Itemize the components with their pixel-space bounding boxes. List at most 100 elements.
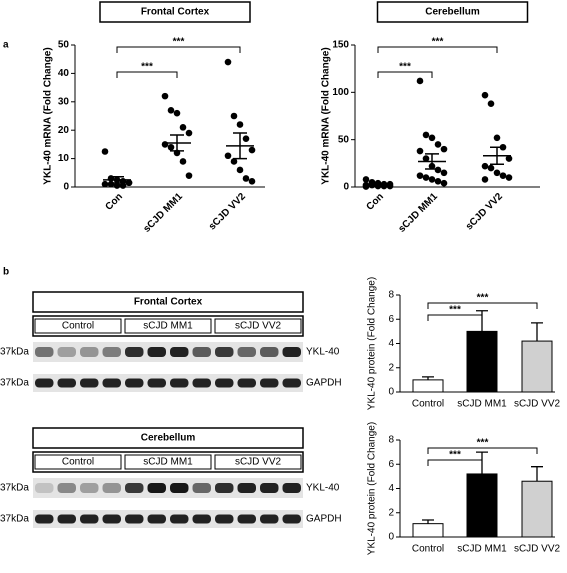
blot-band [170, 483, 189, 493]
error-bar [490, 146, 504, 166]
data-point [481, 91, 489, 99]
x-tick-label: sCJD MM1 [141, 191, 185, 235]
data-point [107, 180, 115, 188]
significance-label: *** [173, 37, 185, 48]
blot-band [35, 483, 54, 493]
bar [412, 379, 444, 393]
data-point [167, 107, 175, 114]
data-point [481, 162, 489, 170]
blot-band [282, 347, 301, 357]
significance-label: *** [399, 62, 411, 73]
blot-band [57, 347, 76, 357]
data-point [248, 178, 256, 185]
data-point [434, 178, 442, 185]
group-box [32, 451, 304, 473]
y-tick-label: 4 [388, 338, 394, 349]
x-tick-label: sCJD VV2 [514, 544, 561, 555]
protein-label: GAPDH [306, 514, 342, 525]
y-tick-label: 4 [388, 483, 394, 494]
blot-band [102, 514, 121, 524]
group-label: sCJD MM1 [143, 321, 193, 332]
blot-band [192, 378, 211, 388]
data-point [230, 112, 238, 120]
blot-band [215, 347, 234, 357]
error-bar [531, 322, 543, 342]
group-label: Control [62, 321, 94, 332]
blot-band [80, 347, 99, 357]
blot-band [125, 347, 144, 357]
data-point [101, 148, 109, 155]
blot-band [260, 514, 279, 524]
blot-band [57, 514, 76, 524]
significance-bracket [427, 314, 483, 321]
x-tick-label: sCJD VV2 [464, 191, 505, 232]
data-point [236, 166, 244, 174]
data-point [428, 134, 436, 142]
x-tick-label: Con [364, 191, 386, 213]
group-label: sCJD VV2 [235, 457, 282, 468]
blot-band [260, 347, 279, 357]
blot-band [147, 483, 166, 493]
y-tick-label: 0 [63, 182, 69, 193]
blot-band [35, 514, 54, 524]
blot-title-box [32, 427, 304, 449]
blot-band [102, 483, 121, 493]
x-tick-label: Con [103, 191, 125, 213]
y-axis-label: YKL-40 mRNA (Fold Change) [43, 47, 54, 184]
blot-strip [33, 478, 303, 498]
significance-bracket [377, 71, 433, 78]
x-tick-label: Control [412, 399, 444, 410]
data-point [422, 174, 430, 181]
error-bar [476, 310, 488, 332]
bar [466, 330, 498, 393]
bar [521, 340, 553, 393]
data-point [242, 175, 250, 182]
group-cell [214, 318, 302, 334]
y-tick-label: 10 [58, 153, 70, 164]
significance-label: *** [477, 293, 489, 304]
blot-band [192, 483, 211, 493]
y-tick-label: 8 [388, 435, 394, 446]
data-point [487, 100, 495, 107]
x-tick-label: sCJD MM1 [396, 191, 440, 235]
blot-band [282, 378, 301, 388]
y-tick-label: 50 [58, 40, 70, 51]
data-point [161, 92, 169, 100]
data-point [179, 158, 187, 165]
blot-band [215, 483, 234, 493]
x-tick-label: sCJD MM1 [457, 399, 507, 410]
y-tick-label: 8 [388, 290, 394, 301]
significance-bracket [116, 46, 241, 53]
blot-band [80, 483, 99, 493]
data-point [113, 182, 121, 189]
chart-title: Frontal Cortex [141, 7, 210, 18]
significance-bracket [377, 46, 498, 53]
y-tick-label: 6 [388, 459, 394, 470]
size-marker: 37kDa [0, 483, 29, 494]
y-tick-label: 6 [388, 314, 394, 325]
data-point [499, 172, 507, 179]
data-point [440, 169, 448, 177]
significance-label: *** [432, 37, 444, 48]
significance-bracket [427, 459, 483, 466]
data-point [224, 152, 232, 160]
blot-band [147, 378, 166, 388]
panel-label: b [3, 267, 9, 278]
significance-label: *** [477, 438, 489, 449]
x-tick-label: sCJD MM1 [457, 544, 507, 555]
data-point [125, 179, 133, 187]
blot-band [80, 514, 99, 524]
blot-band [170, 378, 189, 388]
data-point [362, 176, 370, 183]
size-marker: 37kDa [0, 347, 29, 358]
y-tick-label: 100 [332, 87, 349, 98]
group-cell [34, 318, 122, 334]
data-point [416, 147, 424, 155]
bar [412, 523, 444, 538]
blot-band [57, 378, 76, 388]
data-point [167, 143, 175, 151]
chart-title-box [376, 1, 529, 23]
group-cell [124, 454, 212, 470]
significance-label: *** [449, 305, 461, 316]
